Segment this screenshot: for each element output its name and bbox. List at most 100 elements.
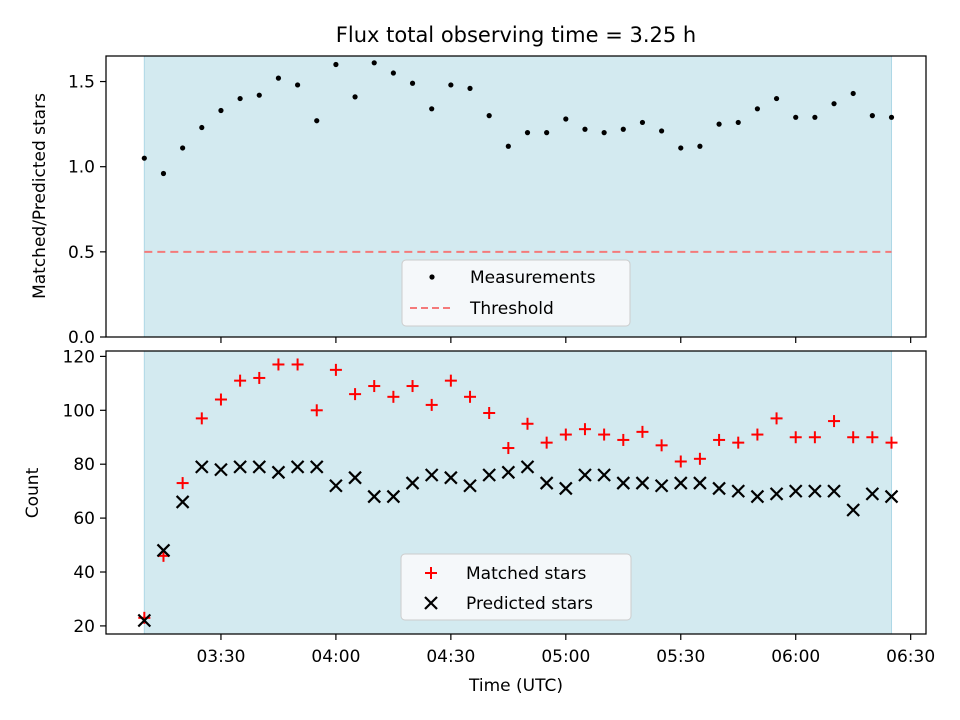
measurement-point bbox=[486, 113, 492, 119]
predicted-star-point bbox=[309, 460, 324, 474]
measurement-point bbox=[850, 90, 856, 97]
measurement-point bbox=[831, 101, 837, 107]
predicted-star-point-b bbox=[635, 476, 650, 490]
matched-star-point bbox=[808, 431, 821, 444]
matched-star-point bbox=[540, 436, 553, 449]
predicted-star-point bbox=[252, 460, 267, 474]
matched-star-point bbox=[559, 428, 572, 441]
x-axis-label: Time (UTC) bbox=[468, 676, 563, 696]
matched-star-point bbox=[349, 388, 362, 401]
predicted-star-point-b bbox=[195, 460, 209, 474]
predicted-star-point-b bbox=[309, 460, 324, 474]
predicted-star-point bbox=[175, 495, 190, 509]
predicted-star-point bbox=[827, 484, 841, 498]
measurement-point bbox=[697, 143, 703, 149]
top-legend-box bbox=[401, 259, 631, 327]
top-ytick-label: 0.0 bbox=[68, 328, 95, 348]
matched-star-point bbox=[521, 417, 534, 430]
predicted-star-point bbox=[539, 476, 554, 490]
measurement-point bbox=[390, 70, 396, 76]
measurement-point bbox=[371, 60, 377, 66]
matched-star-point bbox=[789, 431, 802, 444]
predicted-star-point bbox=[673, 476, 688, 490]
measurement-point bbox=[544, 130, 550, 136]
predicted-star-point-b bbox=[654, 478, 669, 493]
legend-label-matched: Matched stars bbox=[466, 564, 586, 584]
matched-star-point bbox=[329, 363, 342, 376]
measurement-point bbox=[160, 170, 167, 177]
predicted-star-point bbox=[731, 484, 746, 498]
bottom-y-axis-ticks: 20 40 60 80 100 120 bbox=[63, 347, 106, 637]
measurement-point bbox=[563, 116, 569, 122]
predicted-star-point bbox=[578, 468, 592, 482]
bottom-legend-box bbox=[400, 553, 632, 621]
measurement-point bbox=[888, 114, 895, 120]
matched-star-point bbox=[598, 428, 611, 441]
measurement-point bbox=[659, 128, 665, 134]
measurement-point bbox=[716, 121, 722, 127]
bottom-ytick-label: 40 bbox=[73, 563, 95, 583]
matched-star-point bbox=[310, 404, 323, 417]
predicted-star-point bbox=[846, 503, 860, 517]
matched-star-point bbox=[272, 358, 285, 371]
matched-star-point bbox=[502, 442, 515, 455]
predicted-star-point bbox=[348, 470, 362, 485]
legend-label-measurements: Measurements bbox=[470, 268, 596, 288]
matched-star-point bbox=[195, 412, 208, 425]
predicted-star-point bbox=[616, 476, 631, 490]
matched-star-point bbox=[693, 452, 706, 465]
predicted-star-point bbox=[329, 478, 343, 493]
matched-star-point bbox=[444, 374, 457, 387]
predicted-star-point-b bbox=[386, 489, 401, 504]
predicted-star-point bbox=[788, 484, 803, 498]
legend-label-threshold: Threshold bbox=[469, 299, 554, 319]
matched-star-point bbox=[368, 380, 381, 393]
chart-title: Flux total observing time = 3.25 h bbox=[336, 23, 696, 47]
predicted-star-point-b bbox=[520, 460, 535, 474]
matched-star-point bbox=[732, 436, 745, 449]
top-x-axis-ticks bbox=[220, 337, 912, 343]
measurement-point bbox=[141, 155, 147, 161]
measurement-point bbox=[314, 118, 320, 124]
legend-marker-matched bbox=[425, 567, 437, 579]
predicted-star-point-b bbox=[156, 543, 171, 558]
matched-star-point bbox=[751, 428, 764, 441]
predicted-star-point bbox=[482, 468, 496, 482]
predicted-star-point-b bbox=[175, 495, 190, 509]
legend-label-predicted: Predicted stars bbox=[466, 594, 593, 614]
predicted-star-point bbox=[884, 489, 899, 504]
measurement-point bbox=[869, 113, 875, 119]
matched-star-point bbox=[770, 412, 783, 425]
measurement-point bbox=[639, 119, 646, 126]
top-ytick-label: 1.5 bbox=[68, 73, 95, 93]
top-legend: Measurements Threshold bbox=[401, 259, 631, 327]
top-ytick-label: 1.0 bbox=[68, 158, 95, 178]
matched-star-point bbox=[425, 398, 438, 411]
predicted-star-point-b bbox=[252, 460, 267, 474]
measurement-point bbox=[601, 130, 607, 136]
predicted-star-point bbox=[367, 489, 382, 504]
predicted-star-point bbox=[424, 468, 439, 482]
predicted-star-point-b bbox=[137, 613, 152, 628]
top-y-axis-ticks: 0.0 0.5 1.0 1.5 bbox=[68, 73, 106, 348]
predicted-star-point bbox=[654, 478, 669, 493]
measurement-point bbox=[294, 82, 301, 88]
predicted-star-point bbox=[386, 489, 401, 504]
measurement-point bbox=[409, 80, 416, 86]
measurement-point bbox=[275, 75, 282, 81]
predicted-star-point-b bbox=[367, 489, 382, 504]
predicted-star-point bbox=[865, 487, 880, 501]
predicted-star-point bbox=[290, 460, 305, 474]
measurement-point bbox=[237, 95, 243, 102]
top-axes-frame bbox=[105, 55, 927, 338]
predicted-star-point-b bbox=[693, 476, 707, 490]
matched-star-point bbox=[234, 374, 247, 387]
matched-star-point bbox=[464, 390, 477, 403]
matched-star-point bbox=[291, 358, 304, 371]
predicted-star-point bbox=[808, 484, 822, 498]
measurement-point bbox=[448, 82, 454, 88]
predicted-star-point-b bbox=[463, 478, 477, 493]
predicted-star-point-b bbox=[578, 468, 592, 482]
predicted-star-point-b bbox=[731, 484, 746, 498]
bottom-ytick-label: 20 bbox=[73, 617, 95, 637]
